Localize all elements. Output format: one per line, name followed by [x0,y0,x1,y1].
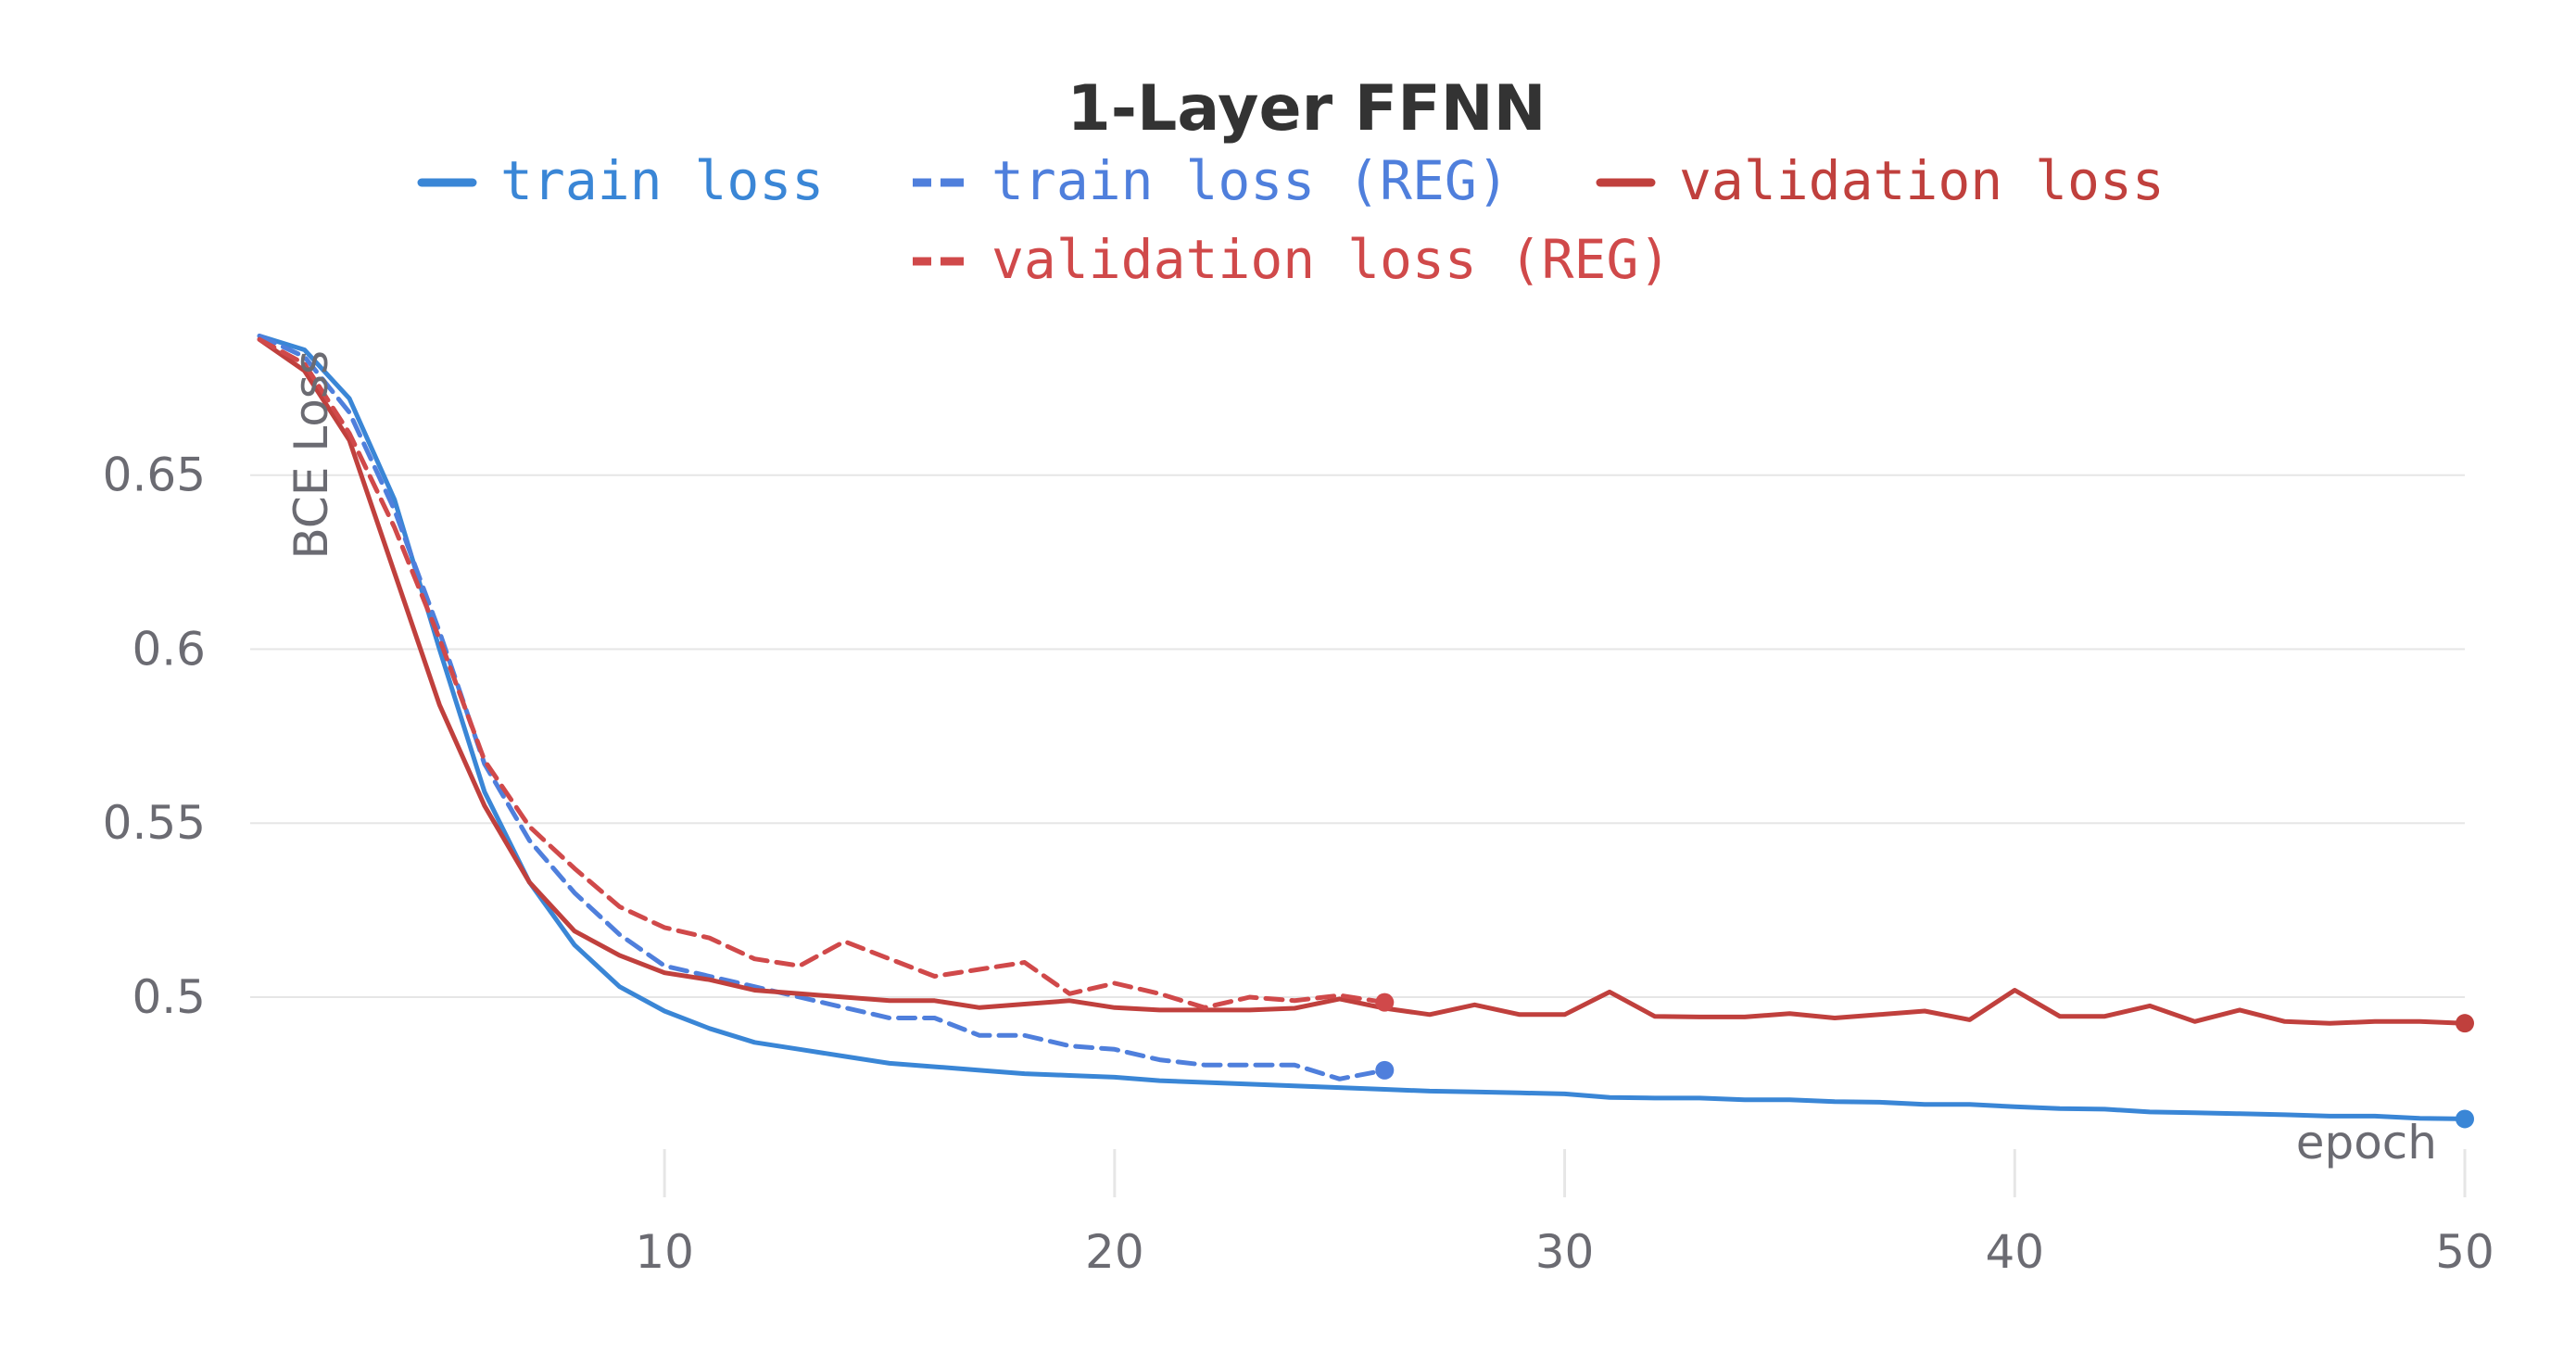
y-axis: 0.5 0.55 0.6 0.65 [103,449,206,1024]
legend-label: train loss [500,149,824,212]
y-tick-label: 0.6 [132,622,206,676]
x-tick-label: 40 [1985,1225,2044,1279]
x-axis: 10 20 30 40 50 [635,1149,2494,1279]
series-end-marker-validation-loss [2456,1014,2474,1033]
series-group [257,334,2474,1129]
y-axis-label: BCE Loss [284,350,338,560]
x-tick-label: 10 [635,1225,694,1279]
legend-item-train-loss[interactable]: train loss [417,149,824,212]
y-tick-label: 0.5 [132,970,206,1024]
legend-item-validation-loss[interactable]: validation loss [1596,149,2165,212]
legend-label: train loss (REG) [991,149,1509,212]
legend-item-train-loss-reg[interactable]: train loss (REG) [913,149,1509,212]
series-end-marker-train-loss-reg [1375,1060,1395,1080]
legend-label: validation loss [1679,149,2165,212]
series-line-validation-loss-reg [257,336,1387,1010]
chart-title: 1-Layer FFNN [1067,72,1546,145]
y-tick-label: 0.55 [103,796,206,850]
legend-item-validation-loss-reg[interactable]: validation loss (REG) [913,228,1671,291]
x-axis-label: epoch [2296,1116,2437,1170]
series-line-validation-loss [257,336,2468,1026]
series-line-train-loss [257,334,2468,1121]
x-tick-label: 30 [1535,1225,1595,1279]
y-tick-label: 0.65 [103,449,206,502]
series-line-train-loss-reg [257,334,1387,1081]
x-tick-label: 50 [2435,1225,2494,1279]
grid [250,474,2465,999]
x-tick-label: 20 [1085,1225,1144,1279]
legend: train loss train loss (REG) validation los… [417,149,2165,291]
legend-label: validation loss (REG) [991,228,1671,291]
series-end-marker-train-loss [2456,1109,2474,1129]
series-end-marker-validation-loss-reg [1375,993,1395,1012]
